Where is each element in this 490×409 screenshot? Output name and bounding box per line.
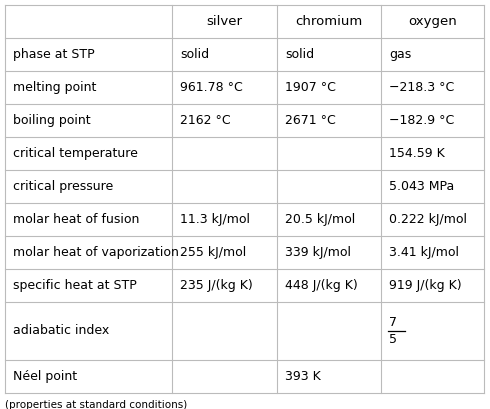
Text: 5: 5 (389, 333, 397, 346)
Text: 448 J/(kg K): 448 J/(kg K) (285, 279, 358, 292)
Text: 255 kJ/mol: 255 kJ/mol (180, 246, 246, 259)
Text: −182.9 °C: −182.9 °C (389, 114, 454, 127)
Text: 20.5 kJ/mol: 20.5 kJ/mol (285, 213, 355, 226)
Text: adiabatic index: adiabatic index (13, 324, 109, 337)
Text: specific heat at STP: specific heat at STP (13, 279, 137, 292)
Text: melting point: melting point (13, 81, 97, 94)
Text: 0.222 kJ/mol: 0.222 kJ/mol (389, 213, 467, 226)
Text: 339 kJ/mol: 339 kJ/mol (285, 246, 351, 259)
Text: 393 K: 393 K (285, 370, 321, 383)
Text: Néel point: Néel point (13, 370, 77, 383)
Text: silver: silver (206, 15, 243, 28)
Text: 11.3 kJ/mol: 11.3 kJ/mol (180, 213, 250, 226)
Text: 7: 7 (389, 315, 397, 328)
Text: boiling point: boiling point (13, 114, 91, 127)
Text: oxygen: oxygen (408, 15, 457, 28)
Text: −218.3 °C: −218.3 °C (389, 81, 454, 94)
Text: 919 J/(kg K): 919 J/(kg K) (389, 279, 462, 292)
Text: phase at STP: phase at STP (13, 48, 95, 61)
Text: chromium: chromium (295, 15, 363, 28)
Text: 961.78 °C: 961.78 °C (180, 81, 243, 94)
Text: 5.043 MPa: 5.043 MPa (389, 180, 454, 193)
Text: critical pressure: critical pressure (13, 180, 113, 193)
Text: 2671 °C: 2671 °C (285, 114, 336, 127)
Text: molar heat of vaporization: molar heat of vaporization (13, 246, 179, 259)
Text: 154.59 K: 154.59 K (389, 147, 445, 160)
Text: 1907 °C: 1907 °C (285, 81, 336, 94)
Text: solid: solid (285, 48, 314, 61)
Text: solid: solid (180, 48, 209, 61)
Text: 235 J/(kg K): 235 J/(kg K) (180, 279, 253, 292)
Text: molar heat of fusion: molar heat of fusion (13, 213, 139, 226)
Text: gas: gas (389, 48, 411, 61)
Text: critical temperature: critical temperature (13, 147, 138, 160)
Text: 2162 °C: 2162 °C (180, 114, 231, 127)
Text: (properties at standard conditions): (properties at standard conditions) (5, 400, 187, 409)
Text: 3.41 kJ/mol: 3.41 kJ/mol (389, 246, 459, 259)
